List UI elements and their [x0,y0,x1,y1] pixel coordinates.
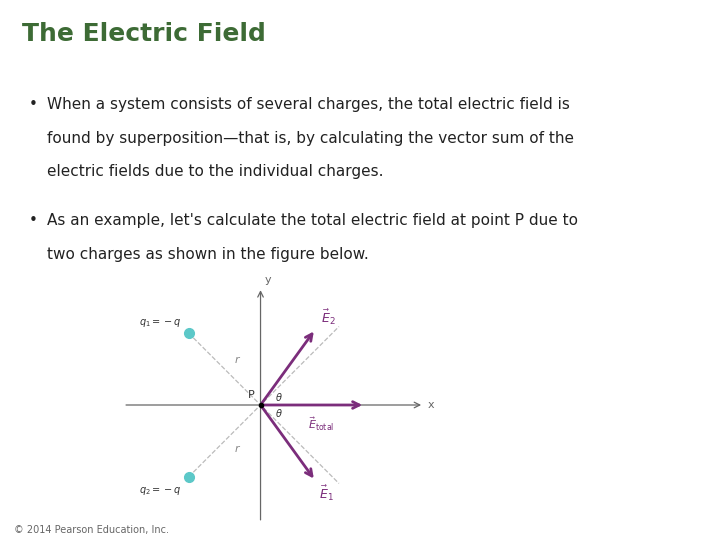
Text: P: P [248,390,254,400]
Text: $q_1 = -q$: $q_1 = -q$ [140,318,182,329]
Text: As an example, let's calculate the total electric field at point P due to: As an example, let's calculate the total… [47,213,577,228]
Text: $q_2 = -q$: $q_2 = -q$ [140,485,182,497]
Text: $\vec{E}_{\rm total}$: $\vec{E}_{\rm total}$ [307,415,334,433]
Text: © 2014 Pearson Education, Inc.: © 2014 Pearson Education, Inc. [14,524,169,535]
Text: electric fields due to the individual charges.: electric fields due to the individual ch… [47,164,383,179]
Text: $\theta$: $\theta$ [275,391,283,403]
Text: When a system consists of several charges, the total electric field is: When a system consists of several charge… [47,97,570,112]
Text: x: x [428,400,434,410]
Text: •: • [29,97,37,112]
Text: y: y [264,275,271,285]
Text: $\theta$: $\theta$ [275,407,283,419]
Text: $\vec{E}_1$: $\vec{E}_1$ [320,483,334,503]
Text: two charges as shown in the figure below.: two charges as shown in the figure below… [47,247,369,262]
Text: $\vec{E}_2$: $\vec{E}_2$ [320,307,336,327]
Text: found by superposition—that is, by calculating the vector sum of the: found by superposition—that is, by calcu… [47,131,574,146]
Text: •: • [29,213,37,228]
Text: The Electric Field: The Electric Field [22,22,266,45]
Text: r: r [235,355,239,365]
Text: r: r [235,444,239,454]
